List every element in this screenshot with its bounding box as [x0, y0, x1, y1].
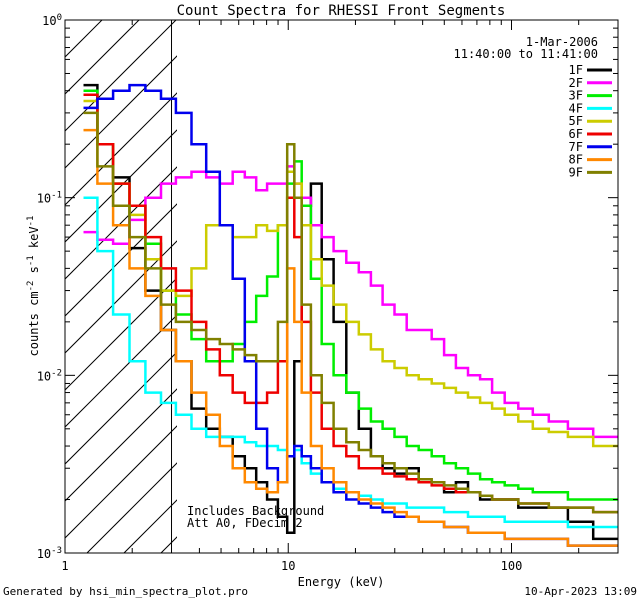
x-tick-labels: 1 10 100	[61, 559, 522, 573]
hatch-line	[86, 462, 177, 553]
y-tick-label: 10-1	[37, 191, 62, 206]
legend-time-range: 11:40:00 to 11:41:00	[454, 47, 599, 61]
x-axis-label: Energy (keV)	[298, 575, 385, 589]
series-line-7f	[83, 83, 618, 547]
y-tick-label: 10-3	[37, 546, 62, 561]
legend-label-9f: 9F	[569, 165, 583, 179]
series-line-8f	[83, 128, 618, 547]
series-line-9f	[83, 111, 618, 514]
legend-label-7f: 7F	[569, 140, 583, 154]
y-tick-label: 10-2	[37, 368, 62, 383]
legend-label-8f: 8F	[569, 153, 583, 167]
hatch-line	[65, 240, 177, 354]
hatch-line	[65, 425, 177, 539]
legend-label-4f: 4F	[569, 101, 583, 115]
annotation-attenuator: Att A0, FDecim 2	[187, 516, 303, 530]
footer-timestamp: 10-Apr-2023 13:09	[524, 585, 637, 598]
footer-generated-by: Generated by hsi_min_spectra_plot.pro	[3, 585, 248, 598]
x-tick-label: 1	[61, 559, 68, 573]
y-axis-label: counts cm-2 s-1 keV-1	[26, 216, 41, 357]
legend-label-3f: 3F	[569, 89, 583, 103]
legend-label-5f: 5F	[569, 114, 583, 128]
hatch-line	[65, 351, 177, 465]
legend-label-2f: 2F	[569, 76, 583, 90]
series-line-1f	[83, 83, 618, 541]
plot-frame	[64, 19, 619, 554]
series-line-4f	[83, 196, 618, 529]
legend: 1-Mar-2006 11:40:00 to 11:41:00 1F2F3F4F…	[454, 35, 612, 179]
hatch-line	[65, 277, 177, 391]
axis-ticks	[64, 19, 619, 554]
x-tick-label: 100	[501, 559, 523, 573]
legend-date: 1-Mar-2006	[526, 35, 598, 49]
hatch-line	[65, 388, 177, 502]
legend-label-1f: 1F	[569, 63, 583, 77]
hatch-line	[65, 203, 177, 317]
series-line-3f	[83, 89, 618, 501]
series-line-2f	[83, 165, 618, 439]
y-tick-labels: 10-3 10-2 10-1 100	[37, 13, 62, 561]
legend-label-6f: 6F	[569, 127, 583, 141]
hatch-line	[65, 92, 177, 206]
x-tick-label: 10	[281, 559, 295, 573]
y-tick-label: 100	[42, 13, 62, 28]
chart-title: Count Spectra for RHESSI Front Segments	[177, 3, 506, 19]
series-line-5f	[83, 99, 618, 448]
annotation-background: Includes Background	[187, 504, 324, 518]
hatch-line	[65, 20, 140, 95]
hatch-line	[65, 55, 177, 169]
series-group	[83, 83, 618, 547]
